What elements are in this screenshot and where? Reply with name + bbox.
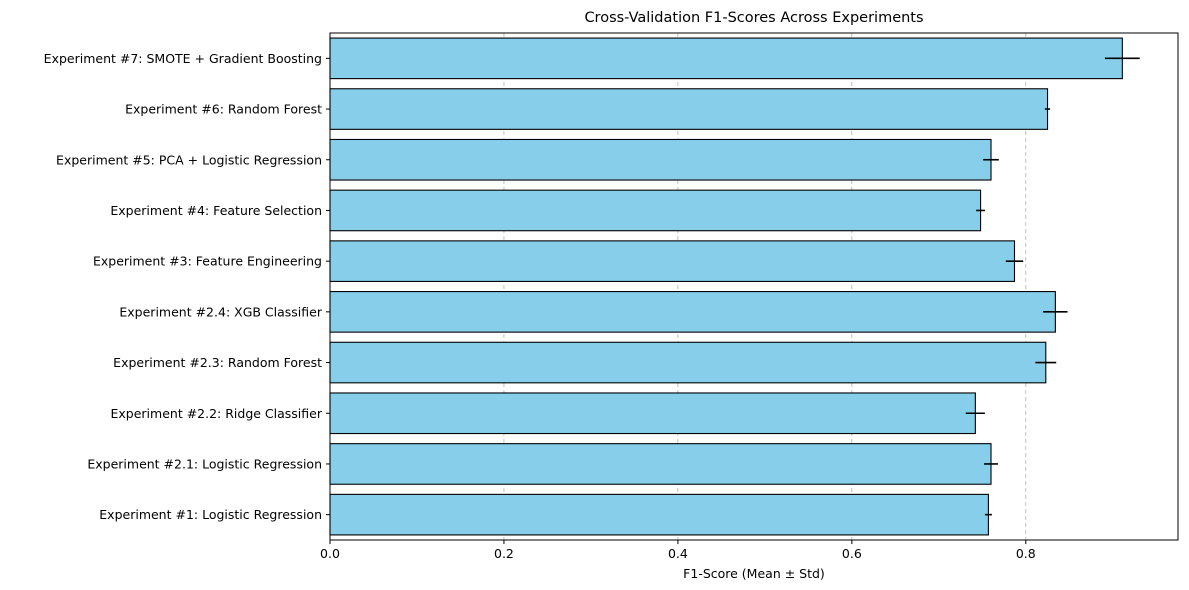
y-tick-label: Experiment #6: Random Forest (125, 102, 322, 117)
y-tick-label: Experiment #3: Feature Engineering (93, 254, 322, 269)
y-tick-label: Experiment #5: PCA + Logistic Regression (56, 152, 322, 167)
bar (329, 443, 992, 485)
y-tick-label: Experiment #2.1: Logistic Regression (87, 456, 322, 471)
y-tick-label: Experiment #7: SMOTE + Gradient Boosting (44, 51, 322, 66)
plot-frame (329, 32, 1179, 541)
x-ticks: 0.0 0.2 0.4 0.6 0.8 (320, 540, 1036, 561)
y-tick-label: Experiment #4: Feature Selection (110, 203, 322, 218)
bar (329, 138, 992, 181)
x-tick-label: 0.0 (320, 546, 340, 561)
chart-title: Cross-Validation F1-Scores Across Experi… (584, 10, 923, 26)
y-tick-label: Experiment #2.4: XGB Classifier (119, 304, 322, 319)
bar (329, 37, 1123, 80)
bar (329, 240, 1016, 282)
y-tick-label: Experiment #1: Logistic Regression (99, 507, 322, 522)
error-bars (965, 57, 1140, 516)
y-tick-label: Experiment #2.3: Random Forest (113, 355, 322, 370)
x-axis-label: F1-Score (Mean ± Std) (683, 566, 825, 581)
bar (329, 392, 976, 435)
x-tick-label: 0.2 (494, 546, 514, 561)
x-tick-label: 0.8 (1016, 546, 1036, 561)
bar (329, 291, 1056, 333)
bar (329, 189, 982, 232)
y-tick-label: Experiment #2.2: Ridge Classifier (111, 406, 323, 421)
bar (329, 341, 1047, 384)
bar (329, 493, 989, 536)
bars (329, 37, 1123, 536)
x-tick-label: 0.6 (842, 546, 862, 561)
y-tick-labels: Experiment #1: Logistic Regression Experi… (44, 51, 330, 522)
bar (329, 88, 1049, 130)
axes (329, 32, 1179, 541)
x-tick-label: 0.4 (668, 546, 688, 561)
